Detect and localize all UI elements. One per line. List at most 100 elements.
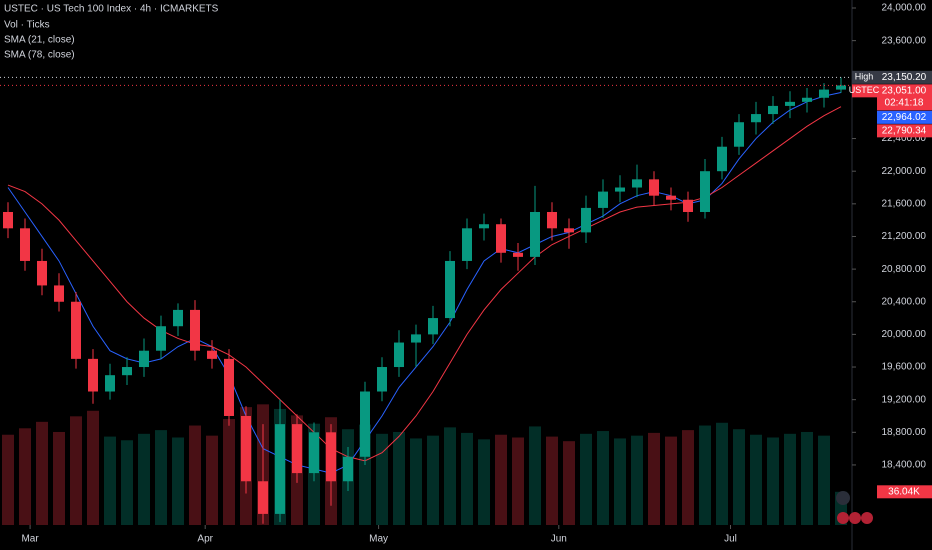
volume-bar xyxy=(376,433,388,525)
candle-body xyxy=(666,195,676,200)
y-tick-label: 18,800.00 xyxy=(882,427,927,438)
candle-body xyxy=(785,101,795,106)
candle-body xyxy=(105,375,115,392)
volume-bar xyxy=(529,426,541,525)
volume-bar xyxy=(546,436,558,525)
candle-body xyxy=(71,301,81,359)
candle-body xyxy=(309,432,319,474)
candle-body xyxy=(445,260,455,319)
candle-body xyxy=(20,228,30,261)
volume-bar xyxy=(410,438,422,525)
volume-bar xyxy=(223,419,235,525)
candle-body xyxy=(598,191,608,208)
volume-bar xyxy=(427,435,439,525)
candle-body xyxy=(139,350,149,368)
candle-body xyxy=(411,334,421,343)
price-tag-label: 22,790.34 xyxy=(882,125,927,136)
volume-bar xyxy=(750,434,762,525)
price-tag-countdown: 02:41:18 xyxy=(885,97,924,108)
candle-body xyxy=(496,224,506,253)
candle-body xyxy=(122,367,132,376)
volume-bar xyxy=(121,440,133,525)
event-icon[interactable] xyxy=(861,512,873,524)
event-icon[interactable] xyxy=(849,512,861,524)
candle-body xyxy=(207,350,217,359)
y-tick-label: 18,400.00 xyxy=(882,460,927,471)
volume-bar xyxy=(580,433,592,525)
y-tick-label: 20,400.00 xyxy=(882,296,927,307)
volume-bar xyxy=(631,435,643,525)
chart-title: USTEC · US Tech 100 Index · 4h · ICMARKE… xyxy=(4,4,219,15)
volume-bar xyxy=(699,425,711,525)
volume-bar xyxy=(444,427,456,525)
x-tick-label: Mar xyxy=(21,534,39,545)
volume-bar xyxy=(19,428,31,525)
volume-bar xyxy=(189,425,201,525)
y-tick-label: 21,600.00 xyxy=(882,198,927,209)
candle-body xyxy=(700,171,710,212)
candle-body xyxy=(751,114,761,123)
candle-body xyxy=(683,199,693,212)
candle-body xyxy=(479,224,489,229)
event-icon[interactable] xyxy=(837,512,849,524)
volume-bar xyxy=(206,435,218,525)
volume-bar xyxy=(478,439,490,525)
candle-body xyxy=(190,309,200,351)
volume-bar xyxy=(512,437,524,525)
price-tag xyxy=(877,84,932,111)
x-tick-label: Jun xyxy=(551,534,567,545)
volume-bar xyxy=(87,410,99,525)
price-tag-label: 23,150.20 xyxy=(882,72,927,83)
x-tick-label: May xyxy=(369,534,388,545)
price-tag xyxy=(877,124,932,138)
candle-body xyxy=(462,228,472,261)
candle-body xyxy=(377,367,387,392)
volume-bar xyxy=(682,430,694,525)
price-tag-name: High xyxy=(855,72,874,82)
candle-body xyxy=(513,252,523,257)
candle-body xyxy=(394,342,404,368)
candle-body xyxy=(224,358,234,416)
candle-body xyxy=(173,309,183,327)
candle-body xyxy=(241,415,251,482)
price-tag-label: 22,964.02 xyxy=(882,112,927,123)
volume-bar xyxy=(818,435,830,525)
candle-body xyxy=(275,424,285,514)
x-tick-label: Apr xyxy=(197,534,213,545)
candle-body xyxy=(360,391,370,457)
y-tick-label: 24,000.00 xyxy=(882,3,927,14)
volume-tag xyxy=(877,485,932,499)
y-tick-label: 19,200.00 xyxy=(882,394,927,405)
price-tag xyxy=(877,110,932,124)
y-tick-label: 20,000.00 xyxy=(882,329,927,340)
candle-body xyxy=(615,187,625,192)
y-tick-label: 20,800.00 xyxy=(882,264,927,275)
price-tag xyxy=(877,70,932,84)
volume-bar xyxy=(801,431,813,525)
candle-body xyxy=(802,97,812,102)
volume-tag-label: 36.04K xyxy=(888,486,920,497)
volume-bar xyxy=(2,434,14,525)
alert-icon[interactable] xyxy=(836,491,850,505)
price-tag-label: 23,051.00 xyxy=(882,85,927,96)
volume-bar xyxy=(563,441,575,525)
candle-body xyxy=(88,358,98,392)
volume-bar xyxy=(36,421,48,525)
candle-body xyxy=(3,211,13,229)
volume-bar xyxy=(665,436,677,525)
volume-legend: Vol · Ticks xyxy=(4,20,50,31)
candle-body xyxy=(734,122,744,147)
y-tick-label: 23,600.00 xyxy=(882,35,927,46)
candle-body xyxy=(37,260,47,286)
candle-body xyxy=(564,228,574,233)
plot xyxy=(0,0,856,550)
candle-body xyxy=(156,326,166,351)
volume-bar xyxy=(138,433,150,525)
y-tick-label: 21,200.00 xyxy=(882,231,927,242)
volume-bar xyxy=(104,436,116,525)
candle-body xyxy=(819,89,829,98)
legend-entry: SMA (78, close) xyxy=(4,50,75,61)
